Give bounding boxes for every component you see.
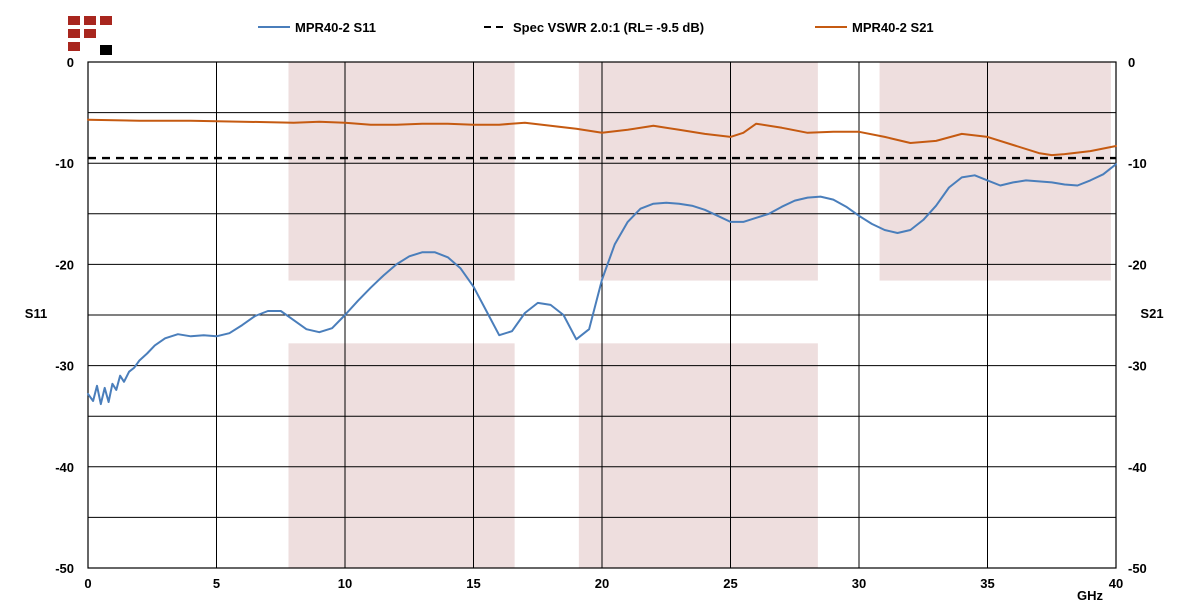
y-left-tick-label: -20: [55, 257, 74, 272]
series-s11-line: [87, 163, 1117, 406]
x-tick-label: 0: [84, 576, 91, 591]
y-left-tick-label: -30: [55, 359, 74, 374]
y-right-tick-label: -40: [1128, 460, 1147, 475]
y-right-tick-label: -10: [1128, 156, 1147, 171]
x-tick-label: 5: [213, 576, 220, 591]
plot-frame: [87, 61, 1117, 569]
x-tick-label: 35: [980, 576, 994, 591]
y-left-tick-label: -10: [55, 156, 74, 171]
x-tick-label: 20: [595, 576, 609, 591]
x-tick-label: 25: [723, 576, 737, 591]
series-s21-line: [87, 118, 1117, 157]
shaded-band-1: [288, 62, 515, 281]
y-right-axis-title: S21: [1140, 306, 1163, 321]
shaded-band-2: [288, 343, 515, 568]
company-logo: [68, 16, 112, 55]
y-left-tick-labels: 0 -10 -20 -30 -40 -50: [55, 55, 74, 576]
shaded-band-4: [578, 343, 818, 568]
y-left-tick-label: -40: [55, 460, 74, 475]
plot-border: [87, 61, 1117, 569]
y-right-tick-labels: 0 -10 -20 -30 -40 -50: [1128, 55, 1147, 576]
y-right-tick-label: -50: [1128, 561, 1147, 576]
y-right-tick-label: 0: [1128, 55, 1135, 70]
shaded-bands: [288, 62, 1111, 568]
legend-label-s11: MPR40-2 S11: [295, 20, 376, 35]
shaded-band-3: [578, 62, 818, 281]
x-tick-label: 10: [338, 576, 352, 591]
y-right-tick-label: -30: [1128, 359, 1147, 374]
y-left-tick-label: -50: [55, 561, 74, 576]
x-tick-label: 40: [1109, 576, 1123, 591]
y-left-axis-title: S11: [25, 306, 47, 321]
legend-label-s21: MPR40-2 S21: [852, 20, 934, 35]
x-tick-labels: 0 5 10 15 20 25 30 35 40: [84, 576, 1123, 591]
shaded-band-5: [879, 62, 1111, 281]
y-left-tick-label: 0: [67, 55, 74, 70]
legend-label-spec: Spec VSWR 2.0:1 (RL= -9.5 dB): [513, 20, 704, 35]
series-lines: [87, 118, 1117, 406]
legend: MPR40-2 S11 Spec VSWR 2.0:1 (RL= -9.5 dB…: [258, 20, 934, 35]
y-right-tick-label: -20: [1128, 257, 1147, 272]
x-axis-unit: GHz: [1077, 588, 1104, 603]
x-tick-label: 15: [466, 576, 480, 591]
x-tick-label: 30: [852, 576, 866, 591]
